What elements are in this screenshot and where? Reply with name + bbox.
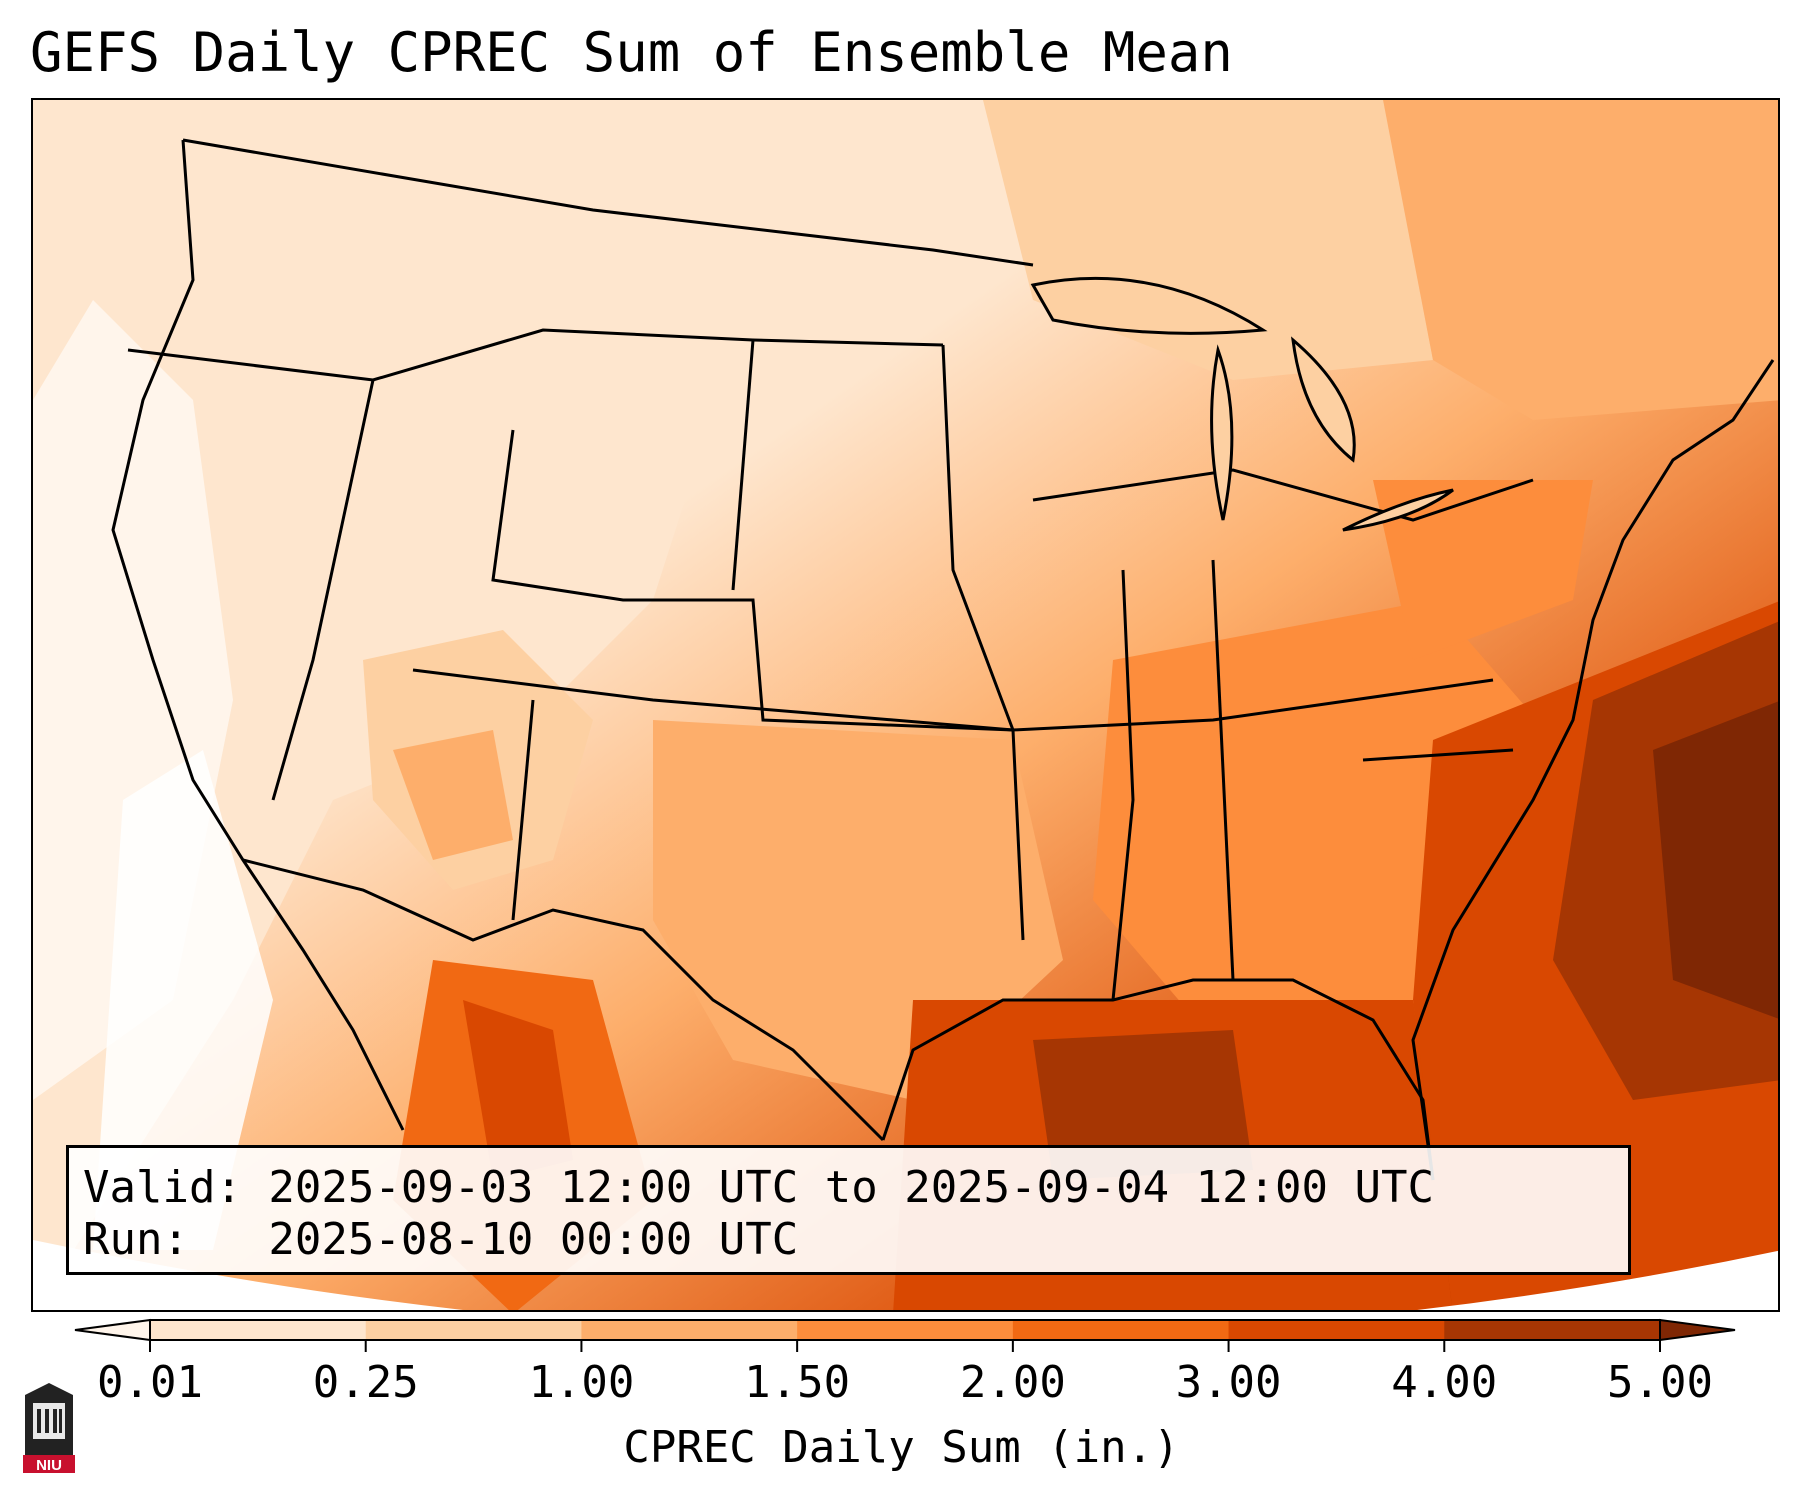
colorbar-label: CPREC Daily Sum (in.) (623, 1422, 1180, 1473)
east-coast (1411, 359, 1775, 1181)
state-line (731, 339, 755, 591)
colorbar-extend-min (74, 1318, 151, 1342)
logo-text: NIU (36, 1457, 62, 1474)
precipitation-map (33, 100, 1778, 1310)
map-panel (31, 98, 1780, 1312)
lake-huron (1291, 336, 1356, 463)
colorbar-segment (1012, 1320, 1230, 1340)
colorbar-segment (150, 1320, 367, 1340)
lake-michigan (1210, 344, 1234, 521)
state-line (1362, 748, 1514, 762)
colorbar-segment (365, 1320, 582, 1340)
precip-region-pacific (93, 750, 273, 1250)
colorbar-tick-label: 2.00 (959, 1357, 1066, 1408)
colorbar-tick-label: 0.25 (312, 1357, 419, 1408)
validity-info-box: Valid: 2025-09-03 12:00 UTC to 2025-09-0… (66, 1145, 1631, 1275)
state-line (1032, 468, 1534, 522)
logo-banner (23, 1455, 75, 1473)
state-line (941, 344, 1025, 941)
gulf-coast (881, 978, 1435, 1181)
colorbar-tick-label: 1.00 (528, 1357, 635, 1408)
state-line (271, 379, 375, 801)
great-lakes (1030, 276, 1454, 532)
run-time-text: Run: 2025-08-10 00:00 UTC (83, 1214, 799, 1265)
projection-edge (33, 1240, 1778, 1310)
lake-erie (1342, 488, 1454, 532)
us-canada-border (182, 138, 1034, 267)
colorbar-segment (1444, 1320, 1661, 1340)
precip-region-quebec (1383, 100, 1778, 420)
precip-region-gulf-core (1033, 1030, 1253, 1180)
colorbar-segment (581, 1320, 798, 1340)
state-line (491, 429, 1014, 732)
colorbar-extend-max (1659, 1318, 1736, 1342)
valid-time-text: Valid: 2025-09-03 12:00 UTC to 2025-09-0… (83, 1162, 1435, 1213)
colorbar-tick-label: 4.00 (1391, 1357, 1498, 1408)
west-coast (111, 139, 405, 1131)
colorbar-segment (1228, 1320, 1445, 1340)
us-mexico-border (242, 858, 885, 1142)
colorbar-segment (797, 1320, 1014, 1340)
colorbar: 0.01 0.25 1.00 1.50 2.00 3.00 4.00 5.00 CPREC D… (0, 1300, 1803, 1500)
colorbar-tick-label: 5.00 (1607, 1357, 1713, 1408)
state-line (127, 328, 944, 382)
niu-logo: NIU (19, 1381, 79, 1477)
lake-superior (1030, 276, 1268, 335)
colorbar-tick-label: 0.01 (97, 1357, 203, 1408)
state-line (1211, 559, 1235, 981)
colorbar-tick-label: 1.50 (744, 1357, 851, 1408)
colorbar-outline (149, 1319, 1661, 1341)
map-title: GEFS Daily CPREC Sum of Ensemble Mean (30, 21, 1233, 84)
precip-region-mexico-core (463, 1000, 573, 1180)
boundaries (111, 138, 1775, 1181)
precip-region-atlantic-core (1653, 701, 1778, 1019)
logo-icon: NIU (23, 1383, 75, 1474)
state-line (412, 668, 1494, 732)
state-line (511, 699, 535, 921)
precip-region-arizona (393, 730, 513, 860)
colorbar-tick-label: 3.00 (1175, 1357, 1282, 1408)
state-line (1111, 569, 1135, 1001)
precip-region-midatlantic (1373, 480, 1593, 660)
colorbar-bar (74, 1318, 1736, 1352)
